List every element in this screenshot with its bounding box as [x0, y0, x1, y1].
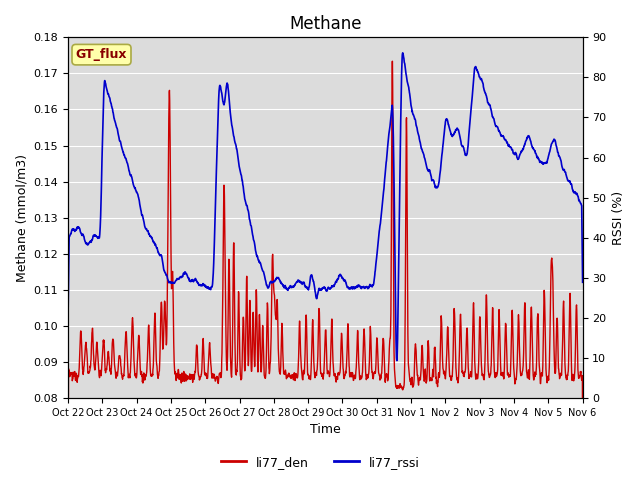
Title: Methane: Methane — [289, 15, 362, 33]
Y-axis label: Methane (mmol/m3): Methane (mmol/m3) — [15, 154, 28, 282]
X-axis label: Time: Time — [310, 423, 340, 436]
Text: GT_flux: GT_flux — [76, 48, 127, 61]
Y-axis label: RSSI (%): RSSI (%) — [612, 191, 625, 245]
Legend: li77_den, li77_rssi: li77_den, li77_rssi — [216, 451, 424, 474]
